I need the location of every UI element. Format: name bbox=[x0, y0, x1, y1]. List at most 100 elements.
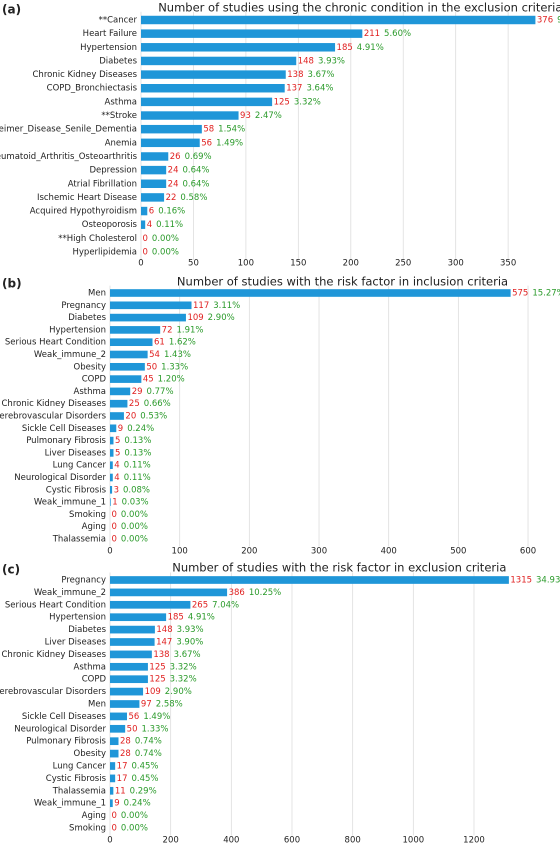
x-tick-label: 200 bbox=[241, 547, 257, 557]
y-tick-label: Weak_immune_2 bbox=[34, 350, 106, 360]
y-tick-label: Aging bbox=[82, 522, 106, 532]
percent-label: 3.32% bbox=[294, 97, 321, 107]
y-tick-label: Hypertension bbox=[49, 613, 106, 623]
y-tick-label: Cystic Fibrosis bbox=[46, 485, 107, 495]
percent-label: 0.45% bbox=[131, 774, 158, 784]
bar bbox=[110, 350, 148, 359]
bar bbox=[110, 449, 114, 457]
count-label: 0 bbox=[143, 234, 148, 244]
percent-label: 0.66% bbox=[144, 399, 171, 409]
x-tick-label: 350 bbox=[500, 259, 516, 269]
percent-label: 3.11% bbox=[213, 301, 240, 311]
count-label: 138 bbox=[153, 650, 169, 660]
percent-label: 0.00% bbox=[121, 510, 148, 520]
bar bbox=[110, 461, 113, 470]
y-tick-label: Sickle Cell Diseases bbox=[22, 712, 107, 722]
count-label: 9 bbox=[118, 424, 123, 434]
y-tick-label: Serious Heart Condition bbox=[5, 338, 106, 348]
count-label: 4 bbox=[114, 473, 119, 483]
percent-label: 2.47% bbox=[255, 111, 282, 121]
y-tick-label: Cerebrovascular Disorders bbox=[0, 687, 107, 697]
panel-label: (b) bbox=[2, 277, 22, 291]
count-label: 0 bbox=[112, 811, 117, 821]
y-tick-label: Atrial Fibrillation bbox=[68, 179, 137, 189]
count-label: 386 bbox=[229, 588, 245, 598]
bar bbox=[141, 152, 169, 161]
percent-label: 0.00% bbox=[121, 522, 148, 532]
panel-label: (a) bbox=[2, 3, 21, 17]
y-tick-label: Liver Diseases bbox=[45, 638, 107, 648]
y-tick-label: Obesity bbox=[74, 749, 106, 759]
y-tick-label: Asthma bbox=[105, 97, 137, 107]
x-tick-label: 600 bbox=[284, 836, 300, 846]
percent-label: 0.64% bbox=[183, 166, 210, 176]
percent-label: 9.99% bbox=[557, 16, 560, 26]
y-tick-label: COPD_Bronchiectasis bbox=[47, 84, 138, 94]
count-label: 185 bbox=[168, 613, 184, 623]
percent-label: 0.00% bbox=[152, 248, 179, 258]
percent-label: 0.08% bbox=[123, 485, 150, 495]
bar bbox=[141, 15, 536, 25]
count-label: 0 bbox=[112, 522, 117, 532]
y-tick-label: Cerebrovascular Disorders bbox=[0, 412, 107, 422]
x-tick-label: 1200 bbox=[463, 836, 485, 846]
y-tick-label: Diabetes bbox=[68, 625, 106, 635]
y-tick-label: Pregnancy bbox=[61, 301, 106, 311]
percent-label: 0.58% bbox=[180, 193, 207, 203]
bar bbox=[110, 473, 113, 482]
x-tick-label: 200 bbox=[163, 836, 179, 846]
count-label: 265 bbox=[192, 600, 208, 610]
y-tick-label: **Cancer bbox=[99, 16, 138, 26]
bar bbox=[110, 786, 114, 795]
bar bbox=[110, 600, 191, 609]
count-label: 28 bbox=[120, 737, 131, 747]
count-label: 28 bbox=[120, 749, 131, 759]
y-tick-label: Lung Cancer bbox=[53, 762, 107, 772]
bar bbox=[110, 774, 116, 783]
percent-label: 2.58% bbox=[156, 700, 183, 710]
y-tick-label: Pregnancy bbox=[61, 576, 106, 586]
bar bbox=[110, 424, 117, 433]
y-tick-label: Alzheimer_Disease_Senile_Dementia bbox=[0, 125, 137, 135]
count-label: 93 bbox=[240, 111, 251, 121]
x-tick-label: 100 bbox=[238, 259, 254, 269]
percent-label: 1.20% bbox=[158, 375, 185, 385]
count-label: 0 bbox=[112, 824, 117, 834]
count-label: 109 bbox=[145, 687, 161, 697]
y-tick-label: Chronic Kidney Diseases bbox=[2, 399, 107, 409]
bar bbox=[110, 498, 111, 506]
x-tick-label: 0 bbox=[138, 259, 143, 269]
bar bbox=[141, 29, 363, 38]
count-label: 25 bbox=[129, 399, 140, 409]
percent-label: 0.11% bbox=[156, 220, 183, 230]
x-tick-label: 0 bbox=[107, 547, 112, 557]
count-label: 45 bbox=[143, 375, 154, 385]
percent-label: 0.13% bbox=[124, 436, 151, 446]
bar bbox=[141, 220, 146, 229]
y-tick-label: Weak_immune_2 bbox=[34, 588, 106, 598]
percent-label: 2.90% bbox=[208, 313, 235, 323]
percent-label: 1.62% bbox=[169, 338, 196, 348]
bar bbox=[110, 362, 145, 371]
percent-label: 0.74% bbox=[135, 737, 162, 747]
count-label: 5 bbox=[115, 448, 120, 458]
count-label: 211 bbox=[364, 29, 380, 39]
count-label: 50 bbox=[127, 724, 138, 734]
count-label: 17 bbox=[117, 762, 128, 772]
count-label: 117 bbox=[193, 301, 209, 311]
count-label: 0 bbox=[143, 248, 148, 258]
count-label: 17 bbox=[117, 774, 128, 784]
x-tick-label: 400 bbox=[223, 836, 239, 846]
x-tick-label: 800 bbox=[345, 836, 361, 846]
count-label: 29 bbox=[132, 387, 143, 397]
bar bbox=[110, 326, 161, 334]
percent-label: 0.03% bbox=[122, 498, 149, 508]
y-tick-label: Pulmonary Fibrosis bbox=[26, 737, 106, 747]
count-label: 1 bbox=[112, 498, 117, 508]
bar bbox=[110, 724, 126, 733]
chart-title: Number of studies using the chronic cond… bbox=[158, 1, 560, 15]
x-tick-label: 200 bbox=[343, 259, 359, 269]
y-tick-label: Heart Failure bbox=[83, 29, 137, 39]
count-label: 1315 bbox=[510, 576, 532, 586]
